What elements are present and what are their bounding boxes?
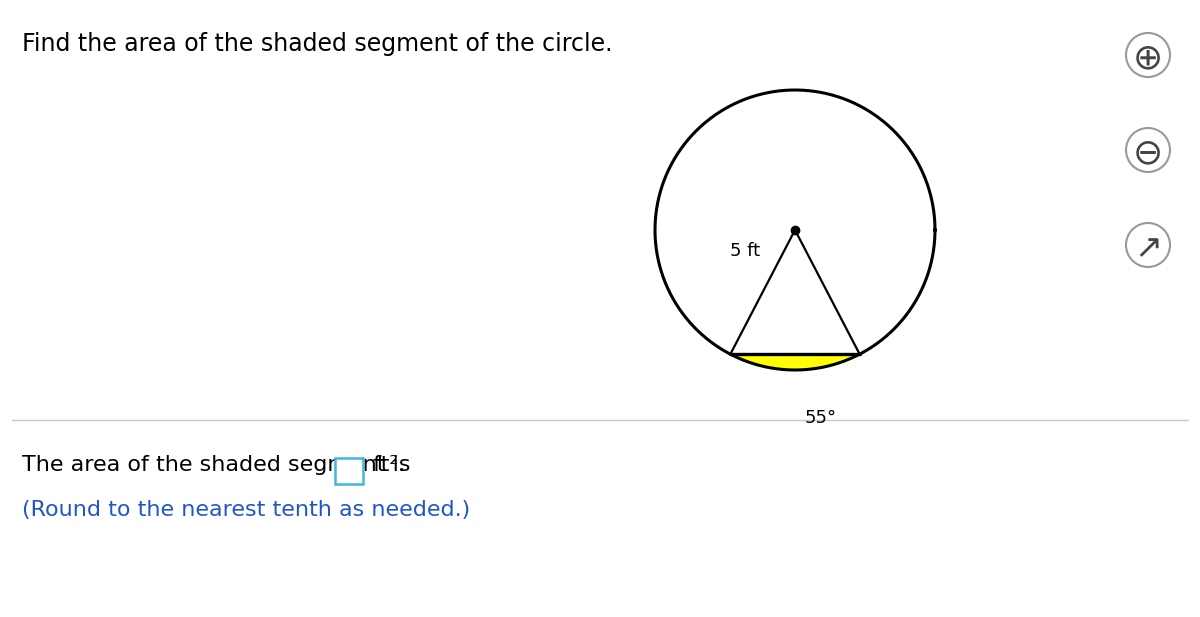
Text: (Round to the nearest tenth as needed.): (Round to the nearest tenth as needed.) — [22, 500, 470, 520]
Text: ↗: ↗ — [1134, 232, 1162, 265]
Text: ⊖: ⊖ — [1133, 136, 1163, 170]
Text: Find the area of the shaded segment of the circle.: Find the area of the shaded segment of t… — [22, 32, 612, 56]
FancyBboxPatch shape — [335, 458, 362, 484]
Text: ⊕: ⊕ — [1133, 41, 1163, 75]
Text: The area of the shaded segment is: The area of the shaded segment is — [22, 455, 418, 475]
Polygon shape — [731, 354, 859, 370]
Text: 5 ft: 5 ft — [730, 242, 760, 260]
Text: 55°: 55° — [804, 409, 836, 427]
Text: ft².: ft². — [366, 455, 406, 475]
